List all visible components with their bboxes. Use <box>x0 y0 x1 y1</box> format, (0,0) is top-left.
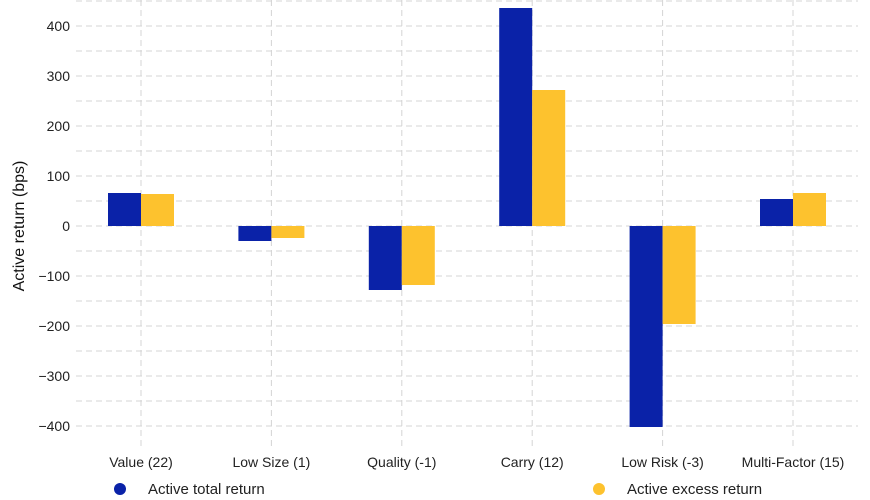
x-axis-ticks: Value (22) Low Size (1) Quality (-1) Carry … <box>109 454 844 470</box>
legend-label: Active total return <box>148 480 265 498</box>
x-tick-label: Low Size (1) <box>232 454 310 470</box>
y-tick-label: −200 <box>38 318 70 334</box>
x-tick-label: Quality (-1) <box>367 454 436 470</box>
y-tick-label: 200 <box>47 118 71 134</box>
bar-active-excess-return <box>532 90 566 226</box>
y-tick-label: 400 <box>47 18 71 34</box>
bar-active-total-return <box>499 8 533 226</box>
bar-active-excess-return <box>141 194 174 226</box>
legend-marker-icon <box>114 483 126 495</box>
legend-label: Active excess return <box>627 480 763 498</box>
x-tick-label: Low Risk (-3) <box>621 454 703 470</box>
bar-active-excess-return <box>271 226 305 238</box>
legend-item-active-total-return: Active total return <box>114 478 265 500</box>
grid-lines <box>76 0 858 446</box>
y-axis-label: Active return (bps) <box>11 161 28 292</box>
y-tick-label: 100 <box>47 168 71 184</box>
y-axis-ticks: 400 300 200 100 0 −100 −200 −300 −400 <box>38 18 70 434</box>
bars <box>108 8 826 427</box>
bar-active-excess-return <box>662 226 696 324</box>
bar-active-excess-return <box>401 226 435 285</box>
y-tick-label: 300 <box>47 68 71 84</box>
x-tick-label: Value (22) <box>109 454 173 470</box>
legend-marker-icon <box>593 483 605 495</box>
x-tick-label: Carry (12) <box>501 454 564 470</box>
bar-active-total-return <box>108 193 141 226</box>
y-tick-label: −100 <box>38 268 70 284</box>
bar-active-total-return <box>629 226 663 427</box>
y-tick-label: −300 <box>38 368 70 384</box>
bar-chart: 400 300 200 100 0 −100 −200 −300 −400 Value (22)… <box>11 0 858 470</box>
y-tick-label: 0 <box>62 218 70 234</box>
x-tick-label: Multi-Factor (15) <box>742 454 845 470</box>
legend-item-active-excess-return: Active excess return <box>593 478 762 500</box>
bar-active-excess-return <box>793 193 826 226</box>
bar-active-total-return <box>238 226 272 241</box>
y-tick-label: −400 <box>38 418 70 434</box>
bar-active-total-return <box>368 226 402 290</box>
bar-active-total-return <box>760 199 793 226</box>
